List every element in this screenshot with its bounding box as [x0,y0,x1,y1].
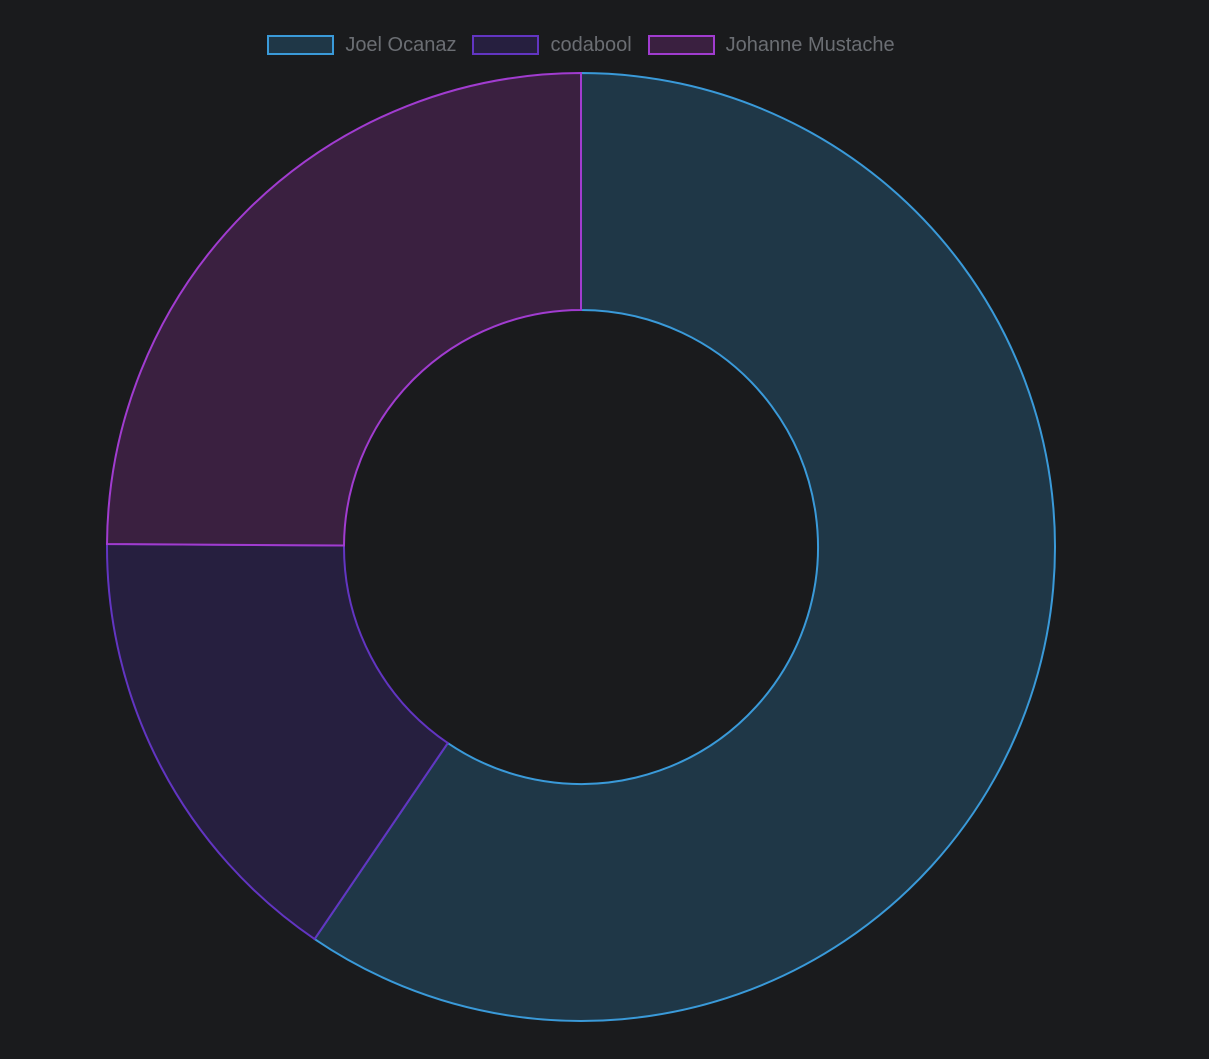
legend-label: codabool [550,33,632,56]
doughnut-slice[interactable] [313,71,1056,1022]
legend-swatch [472,35,540,55]
legend-swatch [267,35,335,55]
doughnut-slice[interactable] [106,543,450,941]
legend-swatch [647,35,715,55]
legend-item[interactable]: Joel Ocanaz [267,33,456,57]
legend-label: Joel Ocanaz [345,33,457,56]
legend-item[interactable]: codabool [472,33,632,57]
legend-label: Johanne Mustache [725,33,895,56]
chart-legend: Joel Ocanaz codabool Johanne Mustache [0,33,1162,57]
doughnut-slice[interactable] [106,71,582,547]
legend-item[interactable]: Johanne Mustache [647,33,895,57]
